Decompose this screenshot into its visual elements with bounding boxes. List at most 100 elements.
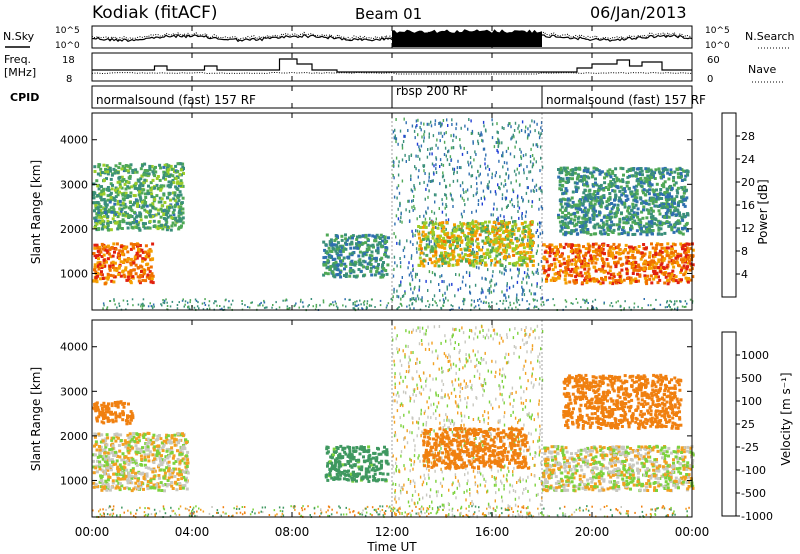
heatmap-cell (94, 432, 98, 436)
heatmap-cell (356, 300, 358, 303)
heatmap-cell (494, 240, 498, 244)
heatmap-cell (99, 193, 103, 197)
heatmap-cell (556, 252, 559, 256)
heatmap-cell (112, 196, 116, 200)
heatmap-cell (651, 172, 655, 175)
heatmap-cell (447, 218, 450, 222)
heatmap-cell (654, 200, 658, 204)
heatmap-cell (123, 167, 127, 171)
heatmap-cell (534, 298, 536, 301)
heatmap-cell (633, 232, 637, 236)
heatmap-cell (363, 303, 365, 306)
heatmap-cell (681, 244, 685, 247)
heatmap-cell (559, 169, 563, 173)
heatmap-cell (610, 245, 613, 249)
heatmap-cell (526, 242, 530, 246)
heatmap-cell (608, 281, 612, 285)
heatmap-cell (666, 193, 670, 196)
heatmap-cell (528, 244, 532, 247)
heatmap-cell (286, 305, 289, 308)
heatmap-cell (117, 166, 121, 170)
heatmap-cell (680, 200, 684, 204)
heatmap-cell (126, 481, 130, 485)
heatmap-cell (179, 162, 183, 166)
heatmap-cell (490, 290, 493, 294)
heatmap-cell (423, 133, 425, 137)
heatmap-cell (129, 163, 133, 167)
heatmap-cell (108, 193, 112, 197)
heatmap-cell (663, 257, 667, 261)
heatmap-cell (435, 167, 437, 171)
heatmap-cell (582, 298, 584, 301)
heatmap-cell (675, 188, 679, 192)
heatmap-cell (630, 208, 634, 212)
heatmap-cell (495, 260, 499, 264)
heatmap-cell (400, 280, 402, 284)
heatmap-cell (687, 250, 690, 254)
heatmap-cell (645, 208, 649, 212)
heatmap-cell (153, 224, 157, 228)
heatmap-cell (163, 299, 166, 302)
heatmap-cell (129, 468, 133, 472)
heatmap-cell (490, 213, 492, 217)
heatmap-cell (92, 279, 96, 283)
heatmap-cell (171, 221, 175, 225)
heatmap-cell (336, 273, 340, 276)
heatmap-cell (666, 282, 670, 286)
heatmap-cell (662, 175, 665, 179)
heatmap-cell (100, 266, 104, 269)
heatmap-cell (571, 204, 575, 208)
heatmap-cell (503, 272, 505, 276)
heatmap-cell (602, 228, 606, 232)
heatmap-cell (396, 308, 398, 310)
heatmap-cell (655, 243, 659, 247)
heatmap-cell (485, 228, 489, 231)
heatmap-cell (157, 220, 161, 224)
heatmap-cell (608, 248, 612, 252)
heatmap-cell (492, 240, 496, 244)
heatmap-cell (606, 233, 610, 236)
heatmap-cell (488, 255, 492, 259)
heatmap-cell (428, 306, 430, 308)
heatmap-cell (599, 282, 603, 286)
heatmap-cell (395, 156, 398, 160)
heatmap-cell (151, 274, 155, 278)
heatmap-cell (680, 195, 683, 199)
heatmap-cell (596, 253, 600, 257)
heatmap-cell (515, 306, 517, 309)
heatmap-cell (92, 453, 96, 457)
heatmap-cell (460, 194, 462, 198)
heatmap-cell (437, 239, 441, 243)
heatmap-cell (651, 263, 655, 267)
heatmap-cell (141, 250, 145, 254)
heatmap-cell (462, 297, 465, 301)
heatmap-cell (503, 267, 505, 271)
heatmap-cell (448, 258, 452, 262)
heatmap-cell (288, 307, 290, 310)
heatmap-cell (418, 256, 422, 260)
heatmap-cell (393, 287, 395, 291)
heatmap-cell (95, 222, 99, 226)
heatmap-cell (659, 270, 663, 274)
heatmap-cell (232, 299, 234, 302)
heatmap-cell (428, 179, 430, 183)
heatmap-cell (397, 184, 400, 188)
heatmap-cell (394, 137, 397, 140)
heatmap-cell (509, 238, 513, 242)
heatmap-cell (612, 247, 616, 251)
heatmap-cell (583, 176, 587, 180)
heatmap-cell (666, 306, 668, 308)
heatmap-cell (499, 300, 501, 302)
heatmap-cell (142, 298, 145, 301)
heatmap-cell (353, 263, 357, 267)
heatmap-cell (104, 167, 107, 171)
heatmap-cell (425, 243, 429, 247)
heatmap-cell (563, 215, 567, 219)
heatmap-cell (560, 226, 564, 230)
heatmap-cell (663, 246, 666, 250)
heatmap-cell (674, 256, 678, 260)
heatmap-cell (599, 195, 603, 199)
heatmap-cell (330, 255, 334, 259)
heatmap-cell (132, 268, 136, 272)
